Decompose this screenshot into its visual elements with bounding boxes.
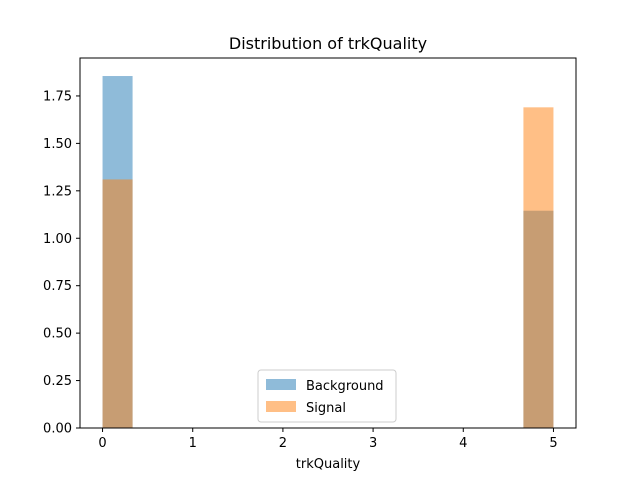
y-tick-label: 0.50 bbox=[43, 327, 72, 342]
legend: Background Signal bbox=[257, 369, 397, 423]
bar-signal-0 bbox=[102, 179, 133, 428]
y-tick-label: 1.50 bbox=[43, 137, 72, 152]
y-axis: 0.00 0.25 0.50 0.75 1.00 1.25 1.50 1.75 bbox=[43, 89, 80, 437]
x-tick-label: 1 bbox=[189, 436, 197, 451]
legend-swatch-signal bbox=[266, 401, 296, 412]
x-axis: 0 1 2 3 4 5 bbox=[98, 428, 558, 451]
bar-signal-1 bbox=[523, 107, 554, 428]
y-tick-label: 1.00 bbox=[43, 232, 72, 247]
x-tick-label: 3 bbox=[369, 436, 377, 451]
y-tick-label: 0.25 bbox=[43, 374, 72, 389]
plot-frame bbox=[79, 57, 577, 429]
y-tick-label: 0.75 bbox=[43, 279, 72, 294]
legend-swatch-background bbox=[266, 379, 296, 390]
chart-title: Distribution of trkQuality bbox=[229, 34, 427, 53]
x-tick-label: 4 bbox=[459, 436, 467, 451]
legend-label-background: Background bbox=[306, 379, 384, 394]
y-tick-label: 0.00 bbox=[43, 422, 72, 437]
x-tick-label: 2 bbox=[279, 436, 287, 451]
y-tick-label: 1.75 bbox=[43, 89, 72, 104]
x-axis-label: trkQuality bbox=[296, 457, 361, 472]
bars-group bbox=[102, 76, 554, 429]
legend-label-signal: Signal bbox=[306, 401, 346, 416]
y-tick-label: 1.25 bbox=[43, 184, 72, 199]
x-tick-label: 5 bbox=[549, 436, 557, 451]
x-tick-label: 0 bbox=[98, 436, 106, 451]
